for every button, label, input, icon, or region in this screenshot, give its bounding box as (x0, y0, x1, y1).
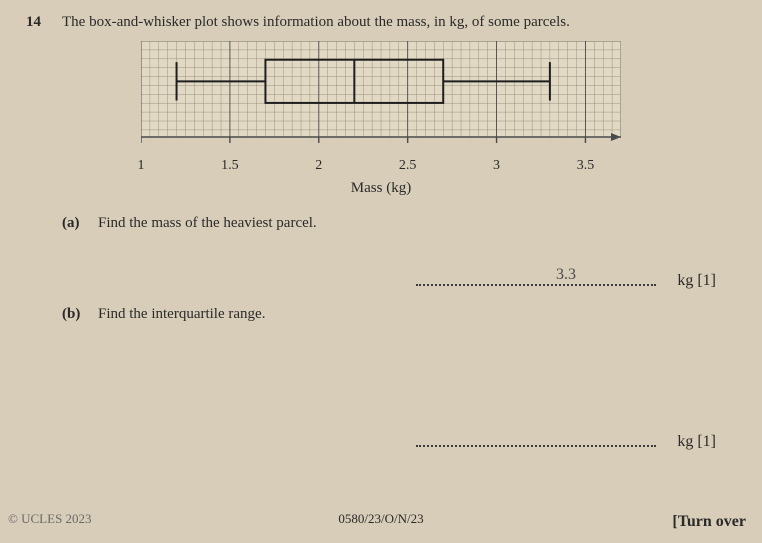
axis-tick-label: 2 (315, 158, 322, 174)
footer-code: 0580/23/O/N/23 (338, 511, 423, 527)
part-a: (a) Find the mass of the heaviest parcel… (26, 215, 736, 232)
part-a-answer-row: 3.3 kg [1] (26, 262, 736, 292)
axis-tick-label: 3 (493, 158, 500, 174)
part-a-handwritten: 3.3 (556, 266, 576, 284)
boxplot-figure: 1 1.5 2 2.5 3 3.5 Mass (kg) (141, 41, 621, 197)
question-text: The box-and-whisker plot shows informati… (62, 14, 570, 31)
axis-tick-label: 2.5 (399, 158, 417, 174)
boxplot-svg (141, 41, 621, 153)
axis-tick-label: 1 (138, 158, 145, 174)
part-a-unit: kg [1] (677, 272, 716, 290)
axis-title: Mass (kg) (141, 180, 621, 197)
part-a-label: (a) (62, 215, 88, 232)
axis-tick-label: 1.5 (221, 158, 239, 174)
part-b-answer-line (416, 445, 656, 447)
part-b-text: Find the interquartile range. (98, 306, 265, 323)
part-b: (b) Find the interquartile range. (26, 306, 736, 323)
footer-turn-over: [Turn over (672, 513, 746, 531)
part-b-answer-row: kg [1] (26, 423, 736, 453)
question-line: 14 The box-and-whisker plot shows inform… (26, 14, 736, 31)
question-number: 14 (26, 14, 50, 31)
part-a-answer-line (416, 284, 656, 286)
axis-tick-labels: 1 1.5 2 2.5 3 3.5 (141, 158, 621, 178)
footer-copyright: © UCLES 2023 (8, 511, 92, 527)
part-a-text: Find the mass of the heaviest parcel. (98, 215, 317, 232)
part-b-label: (b) (62, 306, 88, 323)
axis-tick-label: 3.5 (577, 158, 595, 174)
part-b-unit: kg [1] (677, 433, 716, 451)
